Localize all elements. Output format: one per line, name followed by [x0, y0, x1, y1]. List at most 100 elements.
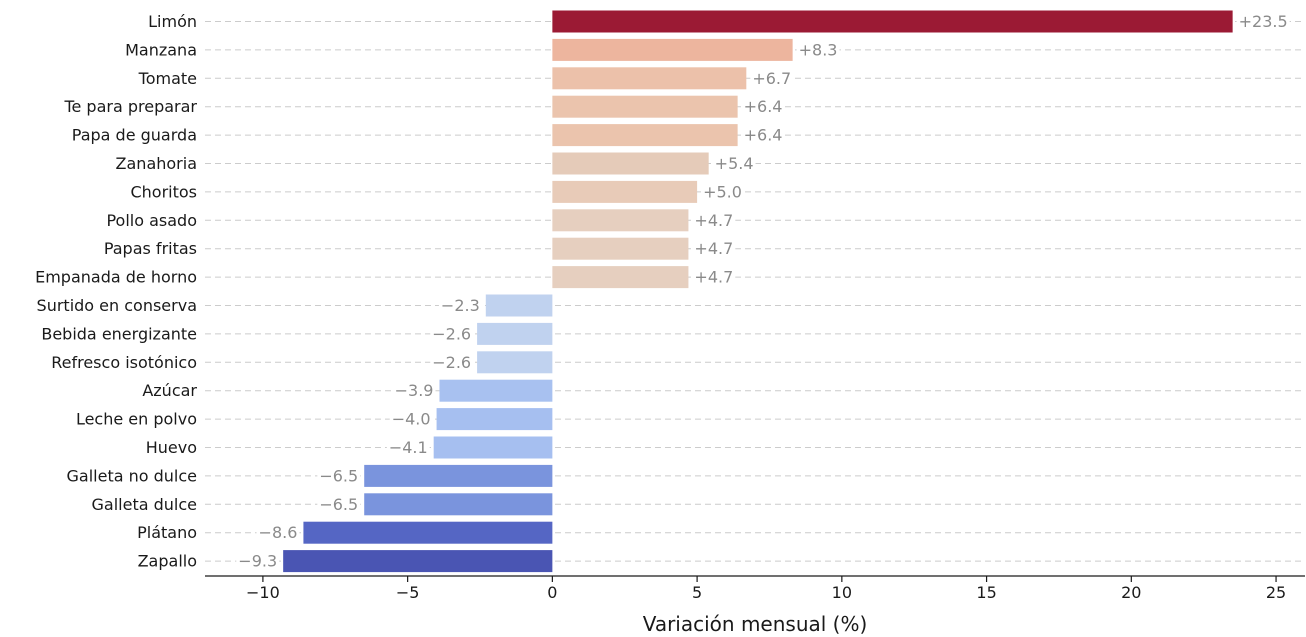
category-label-azucar: Azúcar: [142, 381, 197, 400]
value-label-bg-manzana: [796, 40, 840, 60]
value-label-group-huevo: −4.1: [386, 438, 430, 457]
x-tick-label-1: −5: [396, 583, 420, 602]
value-label-galleta-dulce: −6.5: [319, 495, 358, 514]
category-label-te-para-preparar: Te para preparar: [63, 97, 197, 116]
category-label-papas-fritas: Papas fritas: [104, 239, 197, 258]
value-label-group-surtido-en-conserva: −2.3: [438, 296, 482, 315]
value-label-leche-en-polvo: −4.0: [392, 410, 431, 429]
value-label-refresco-isotonico: −2.6: [432, 353, 471, 372]
bar-papa-de-guarda: [552, 124, 738, 147]
value-label-papa-de-guarda: +6.4: [744, 126, 783, 145]
bar-leche-en-polvo: [436, 408, 553, 431]
value-label-bg-bebida-energizante: [430, 324, 474, 344]
category-label-tomate: Tomate: [138, 69, 197, 88]
category-label-bebida-energizante: Bebida energizante: [41, 324, 197, 343]
value-label-bg-leche-en-polvo: [389, 409, 433, 429]
value-label-group-refresco-isotonico: −2.6: [430, 352, 474, 372]
bar-empanada-de-horno: [552, 266, 689, 289]
bar-zapallo: [283, 550, 553, 573]
x-tick-label-6: 20: [1121, 583, 1141, 602]
value-label-group-tomate: +6.7: [750, 68, 794, 88]
bar-huevo: [433, 436, 553, 459]
value-label-bg-empanada-de-horno: [692, 267, 736, 287]
value-label-group-manzana: +8.3: [796, 40, 840, 60]
category-label-zanahoria: Zanahoria: [116, 154, 197, 173]
value-label-group-te-para-preparar: +6.4: [741, 97, 785, 117]
bar-bebida-energizante: [477, 322, 553, 345]
x-tick-label-2: 0: [547, 583, 557, 602]
value-label-bg-huevo: [386, 438, 430, 457]
category-label-refresco-isotonico: Refresco isotónico: [51, 353, 197, 372]
value-label-manzana: +8.3: [799, 40, 838, 59]
bar-zanahoria: [552, 152, 709, 175]
value-label-bg-surtido-en-conserva: [438, 296, 482, 315]
value-label-group-leche-en-polvo: −4.0: [389, 409, 433, 429]
category-label-pollo-asado: Pollo asado: [106, 211, 197, 230]
bar-galleta-dulce: [364, 493, 553, 516]
bar-papas-fritas: [552, 237, 689, 260]
value-label-papas-fritas: +4.7: [694, 239, 733, 258]
value-label-bg-papas-fritas: [692, 239, 736, 259]
category-label-galleta-dulce: Galleta dulce: [92, 495, 197, 514]
value-label-bg-choritos: [701, 182, 744, 202]
x-tick-label-3: 5: [692, 583, 702, 602]
value-label-platano: −8.6: [259, 523, 298, 542]
value-label-bebida-energizante: −2.6: [432, 324, 471, 343]
value-label-group-pollo-asado: +4.7: [692, 210, 736, 230]
category-label-leche-en-polvo: Leche en polvo: [76, 410, 197, 429]
value-label-limon: +23.5: [1239, 12, 1288, 31]
value-labels: +23.5 +8.3 +6.7 +6.4 +6.4 +5.4 +5.0 +4.7 +4.7 +4.…: [236, 12, 1290, 571]
value-label-choritos: +5.0: [703, 182, 742, 201]
category-label-huevo: Huevo: [146, 438, 197, 457]
value-label-tomate: +6.7: [752, 69, 791, 88]
value-label-group-limon: +23.5: [1236, 12, 1290, 31]
value-label-group-azucar: −3.9: [392, 381, 436, 401]
category-label-limon: Limón: [148, 12, 197, 31]
value-label-bg-zapallo: [236, 551, 280, 571]
value-label-group-papa-de-guarda: +6.4: [741, 125, 785, 145]
value-label-group-zanahoria: +5.4: [712, 154, 756, 173]
bar-te-para-preparar: [552, 95, 738, 118]
value-label-huevo: −4.1: [389, 438, 428, 457]
category-label-surtido-en-conserva: Surtido en conserva: [37, 296, 197, 315]
x-axis: −10 −5 0 5 10 15 20 25: [205, 575, 1305, 602]
bar-pollo-asado: [552, 209, 689, 232]
x-tick-label-4: 10: [832, 583, 852, 602]
value-label-zanahoria: +5.4: [715, 154, 754, 173]
category-label-papa-de-guarda: Papa de guarda: [72, 126, 197, 145]
x-tick-label-5: 15: [976, 583, 996, 602]
bar-platano: [303, 521, 553, 544]
value-label-empanada-de-horno: +4.7: [694, 268, 733, 287]
value-label-group-zapallo: −9.3: [236, 551, 280, 571]
value-label-galleta-no-dulce: −6.5: [319, 466, 358, 485]
value-label-group-bebida-energizante: −2.6: [430, 324, 474, 344]
value-label-bg-azucar: [392, 381, 436, 401]
value-label-group-choritos: +5.0: [701, 182, 744, 202]
value-label-bg-zanahoria: [712, 154, 756, 173]
bar-refresco-isotonico: [477, 351, 553, 374]
x-tick-label-7: 25: [1266, 583, 1286, 602]
value-label-surtido-en-conserva: −2.3: [441, 296, 480, 315]
category-labels: Limón Manzana Tomate Te para preparar Papa d…: [35, 12, 197, 571]
value-label-pollo-asado: +4.7: [694, 211, 733, 230]
category-label-zapallo: Zapallo: [138, 552, 197, 571]
value-label-bg-papa-de-guarda: [741, 125, 785, 145]
bars: [283, 10, 1233, 573]
category-label-platano: Plátano: [137, 523, 197, 542]
category-label-manzana: Manzana: [125, 40, 197, 59]
value-label-te-para-preparar: +6.4: [744, 97, 783, 116]
category-label-empanada-de-horno: Empanada de horno: [35, 268, 197, 287]
bar-manzana: [552, 38, 793, 61]
x-axis-title: Variación mensual (%): [643, 612, 868, 636]
value-label-bg-tomate: [750, 68, 794, 88]
value-label-bg-pollo-asado: [692, 210, 736, 230]
value-label-group-papas-fritas: +4.7: [692, 239, 736, 259]
bar-galleta-no-dulce: [364, 464, 553, 487]
value-label-azucar: −3.9: [395, 381, 434, 400]
value-label-bg-limon: [1236, 12, 1290, 31]
value-label-bg-te-para-preparar: [741, 97, 785, 117]
bar-azucar: [439, 379, 553, 402]
x-tick-label-0: −10: [246, 583, 280, 602]
bar-limon: [552, 10, 1233, 33]
